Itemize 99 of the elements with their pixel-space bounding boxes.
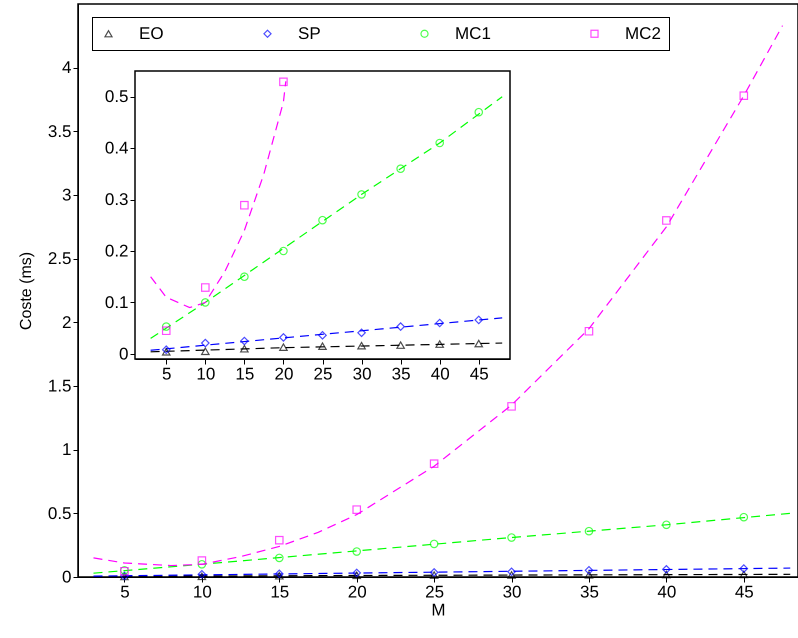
legend-label: MC2 [625,24,661,43]
point [507,533,516,542]
point [474,340,484,348]
point [740,91,748,100]
point [279,333,288,342]
point [240,344,249,353]
point [198,572,206,580]
x-tick-label: 30 [352,364,372,384]
point [396,341,405,349]
legend-label: EO [139,24,164,43]
point [198,560,206,569]
point [162,326,171,336]
y-tick-label: 2.5 [48,249,72,268]
point [507,571,516,579]
legend-label: MC1 [455,24,491,43]
x-tick-label: 35 [580,582,599,602]
point [279,343,288,351]
x-tick-label: 20 [348,582,367,602]
x-tick-label: 15 [270,582,290,602]
y-axis-title: Coste (ms) [18,252,35,330]
point [584,571,594,579]
point [240,272,249,282]
point [430,540,438,548]
point [279,77,288,86]
y-tick-label: 3.5 [48,122,72,141]
point [240,336,249,346]
point [430,571,438,579]
y-tick-label: 0 [119,344,128,364]
point [201,347,210,356]
point [352,505,362,514]
point [352,572,362,580]
point [162,348,171,356]
point [240,200,249,210]
point [274,572,284,580]
y-tick-label: 1.5 [48,376,72,396]
y-tick-label: 0.4 [104,138,128,158]
point [740,564,748,573]
line-series [92,512,791,574]
y-tick-label: 0.1 [104,292,128,312]
x-tick-label: 25 [314,364,332,384]
x-tick-label: 20 [274,364,294,384]
point [201,298,210,307]
point [318,216,327,224]
point [318,331,327,340]
y-tick-label: 2 [62,312,72,332]
y-tick-label: 4 [62,58,72,78]
y-tick-label: 0.5 [48,504,72,523]
point [396,164,405,174]
legend-label: SP [298,24,321,43]
point [396,322,405,331]
x-tick-label: 40 [430,364,450,384]
y-tick-label: 1 [62,440,72,460]
point [430,459,438,468]
x-tick-label: 45 [470,364,489,384]
point [584,326,594,336]
x-tick-label: 10 [192,582,212,602]
point [274,536,284,545]
point [584,566,594,575]
point [740,512,748,522]
y-tick-label: 0 [62,568,72,586]
x-tick-label: 5 [120,582,130,602]
x-tick-label: 15 [235,364,254,384]
point [352,547,362,556]
x-tick-label: 5 [162,364,172,384]
line-series [92,25,784,566]
point [162,322,171,331]
point [507,567,516,576]
point [474,108,484,116]
point [662,520,671,530]
point [435,318,444,328]
x-tick-label: 10 [196,364,216,384]
y-tick-label: 0.3 [104,190,128,210]
x-tick-label: 25 [425,582,444,602]
point [201,283,210,292]
point [662,216,671,225]
point [357,342,366,350]
point [357,190,366,199]
x-tick-label: 45 [734,582,754,602]
y-tick-label: 3 [62,186,72,204]
point [274,554,284,562]
point [507,402,516,411]
x-tick-label: 35 [392,364,411,384]
point [584,526,594,536]
y-tick-label: 0.2 [104,242,128,260]
point [201,338,210,348]
point [435,340,444,348]
point [357,328,366,338]
y-tick-label: 0.5 [104,87,128,106]
x-tick-label: 40 [657,582,676,602]
line-series [150,96,503,340]
point [279,246,288,256]
point [430,568,438,577]
point [198,556,206,565]
x-axis-title: M [431,600,446,620]
x-tick-label: 30 [502,582,522,602]
point [662,565,671,574]
point [474,316,484,324]
point [435,138,444,148]
point [318,342,327,350]
